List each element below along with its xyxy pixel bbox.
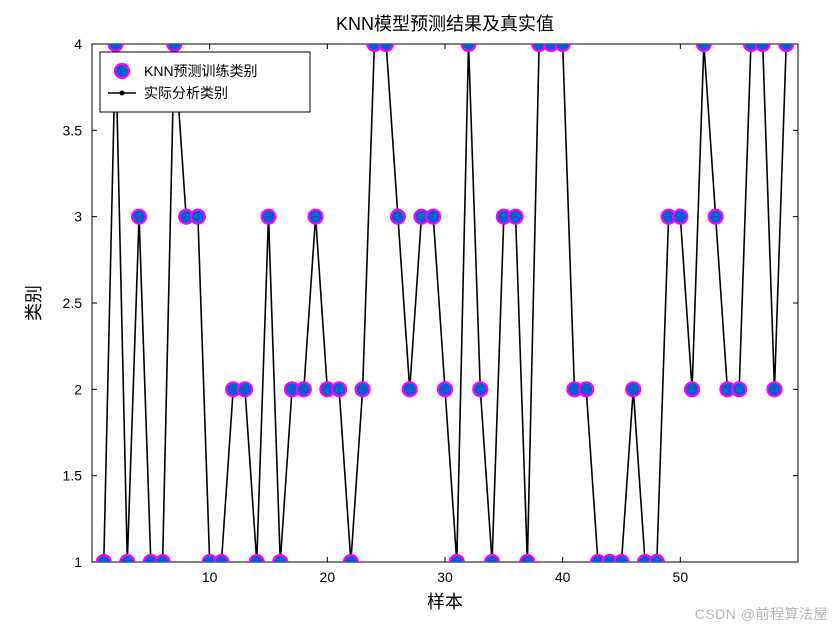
y-tick-label: 2.5 xyxy=(63,295,83,311)
chart-title: KNN模型预测结果及真实值 xyxy=(336,14,554,34)
y-axis-label: 类别 xyxy=(24,285,44,321)
y-tick-label: 3 xyxy=(74,209,82,225)
chart-svg: 10 20 30 40 50 1 1.5 2 2.5 3 3.5 4 KNN模型预测结果及真实值样本 类别… xyxy=(0,0,840,630)
x-tick-label: 40 xyxy=(555,569,571,585)
y-tick-label: 1.5 xyxy=(63,468,83,484)
x-tick-label: 10 xyxy=(202,569,218,585)
x-tick-label: 20 xyxy=(320,569,336,585)
legend: KNN预测训练类别实际分析类别 xyxy=(100,52,310,112)
x-tick-label: 30 xyxy=(437,569,453,585)
y-tick-label: 1 xyxy=(74,554,82,570)
predicted-point xyxy=(309,210,323,224)
predicted-point xyxy=(426,210,440,224)
predicted-point xyxy=(767,382,781,396)
predicted-point xyxy=(709,210,723,224)
chart-container: 10 20 30 40 50 1 1.5 2 2.5 3 3.5 4 KNN模型预测结果及真实值样本 类别… xyxy=(0,0,840,630)
predicted-point xyxy=(403,382,417,396)
predicted-point xyxy=(356,382,370,396)
predicted-point xyxy=(673,210,687,224)
legend-label: 实际分析类别 xyxy=(144,85,228,101)
predicted-point xyxy=(438,382,452,396)
x-axis-label: 样本 xyxy=(427,592,463,612)
predicted-point xyxy=(391,210,405,224)
predicted-point xyxy=(732,382,746,396)
predicted-point xyxy=(238,382,252,396)
predicted-point xyxy=(132,210,146,224)
x-tick-label: 50 xyxy=(673,569,689,585)
y-tick-label: 3.5 xyxy=(63,122,83,138)
predicted-point xyxy=(191,210,205,224)
y-tick-label: 2 xyxy=(74,381,82,397)
predicted-point xyxy=(473,382,487,396)
predicted-point xyxy=(509,210,523,224)
y-tick-label: 4 xyxy=(74,36,82,52)
predicted-point xyxy=(262,210,276,224)
legend-marker-icon xyxy=(115,64,129,78)
predicted-point xyxy=(579,382,593,396)
predicted-point xyxy=(332,382,346,396)
predicted-point xyxy=(626,382,640,396)
legend-label: KNN预测训练类别 xyxy=(144,63,258,79)
predicted-point xyxy=(297,382,311,396)
predicted-point xyxy=(685,382,699,396)
